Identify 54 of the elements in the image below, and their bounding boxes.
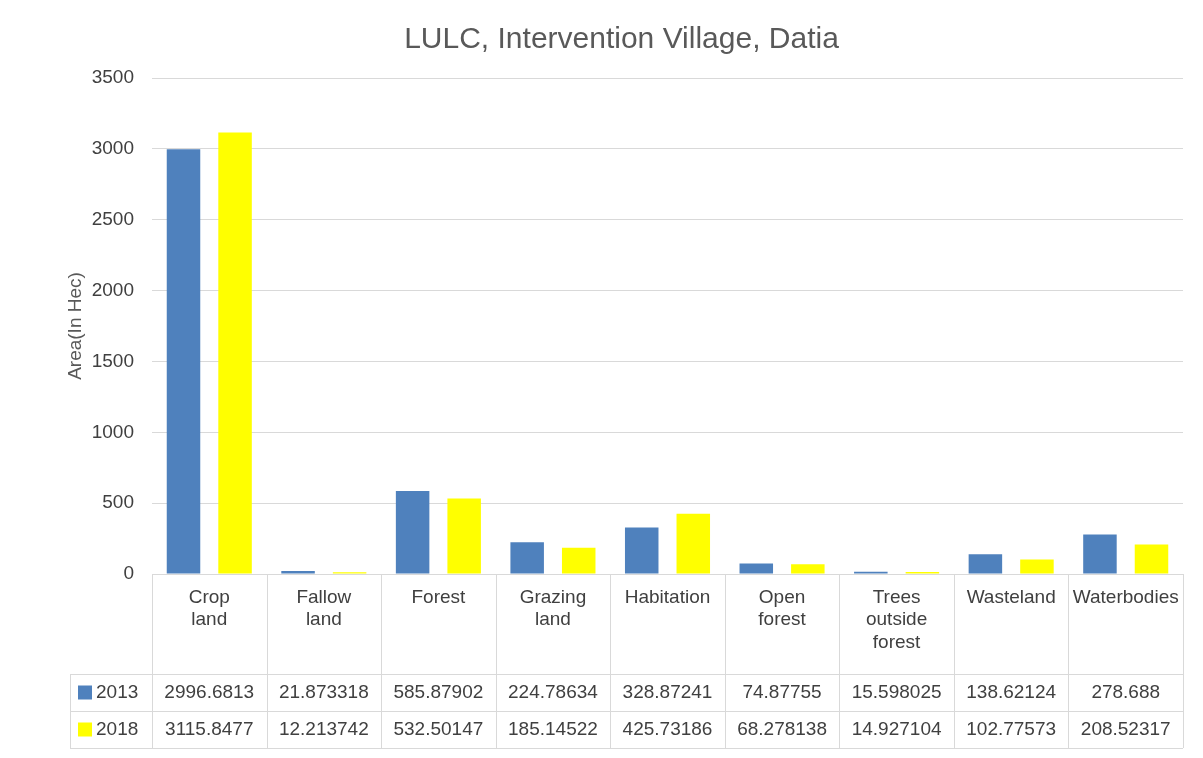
y-tick-label: 2000 (91, 278, 134, 300)
bar (281, 570, 315, 574)
x-tick-label: Grazing land (519, 585, 587, 630)
y-tick-label: 3000 (91, 137, 134, 159)
y-axis-title: Area(In Hec) (63, 272, 85, 380)
y-tick-label: 1500 (91, 349, 134, 371)
bar (791, 564, 825, 574)
x-tick-label: Crop land (188, 585, 230, 630)
bar (739, 563, 774, 574)
data-label: 68.278138 (737, 717, 827, 739)
bar (1083, 534, 1117, 574)
data-label: 15.598025 (851, 680, 942, 702)
bar (510, 542, 544, 574)
data-label: 185.14522 (508, 717, 598, 739)
data-label: 532.50147 (393, 717, 484, 739)
bar (166, 149, 201, 574)
data-label: 14.927104 (851, 717, 942, 739)
bar (1134, 544, 1169, 574)
bar (1020, 559, 1054, 574)
y-tick-label: 1000 (91, 420, 134, 442)
x-tick-label: Open forest (758, 585, 807, 630)
bar (218, 132, 252, 574)
data-label: 328.87241 (622, 680, 713, 702)
x-tick-label: Forest (411, 585, 467, 607)
x-tick-label: Habitation (624, 585, 711, 607)
data-label: 3115.8477 (165, 717, 254, 739)
bar (561, 547, 596, 574)
y-tick-label: 500 (102, 491, 134, 513)
legend-label: 2013 (96, 680, 139, 702)
data-label: 12.213742 (278, 717, 369, 739)
bar (447, 498, 481, 574)
data-label: 102.77573 (966, 717, 1057, 739)
data-label: 138.62124 (966, 680, 1057, 702)
bar (968, 554, 1003, 574)
data-label: 21.873318 (278, 680, 369, 702)
x-tick-label: Fallow land (296, 585, 352, 630)
y-tick-label: 2500 (91, 207, 134, 229)
data-label: 585.87902 (393, 680, 484, 702)
data-label: 2996.6813 (164, 680, 255, 702)
data-label: 425.73186 (622, 717, 713, 739)
bar (395, 490, 430, 574)
chart-title: LULC, Intervention Village, Datia (404, 21, 840, 55)
x-tick-label: Trees outside forest (865, 585, 928, 653)
data-label: 74.87755 (742, 680, 822, 702)
bar (676, 513, 711, 574)
data-label: 208.52317 (1080, 717, 1171, 739)
legend-label: 2018 (96, 717, 139, 739)
data-label: 278.688 (1091, 680, 1161, 702)
data-label: 224.78634 (508, 680, 599, 702)
x-tick-label: Wasteland (966, 585, 1056, 607)
y-tick-label: 0 (123, 562, 134, 584)
x-tick-label: Waterbodies (1072, 585, 1179, 607)
y-tick-label: 3500 (91, 66, 134, 88)
bar (624, 527, 659, 574)
